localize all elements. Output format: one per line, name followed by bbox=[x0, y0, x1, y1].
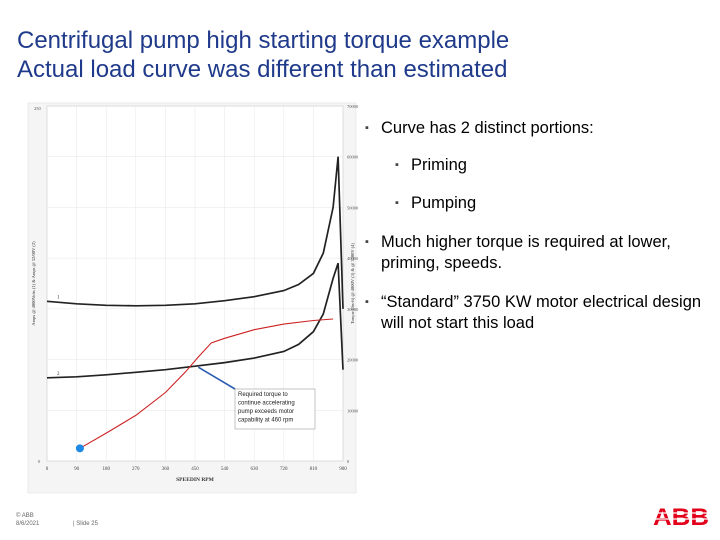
x-tick-label: 270 bbox=[132, 467, 140, 472]
y-left-tick-label: 250 bbox=[34, 106, 42, 111]
annotation-arrow bbox=[197, 366, 236, 390]
y-left-axis-label: Amps @ 4000Volts (1) & Amps @ 32/00V (2) bbox=[31, 241, 36, 326]
bullet-1-sub-1-text: Priming bbox=[411, 156, 467, 174]
title-line-1: Centrifugal pump high starting torque ex… bbox=[17, 27, 510, 54]
bullet-2: Much higher torque is required at lower,… bbox=[365, 232, 710, 274]
chart: 0 90 180 270 360 450 540 630 720 810 9000100002000… bbox=[27, 102, 359, 494]
series-line-2 bbox=[46, 262, 344, 379]
footer-left: © ABB 8/6/2021 bbox=[16, 512, 39, 528]
y-right-tick-label: 60000 bbox=[347, 155, 359, 160]
bullet-list: Curve has 2 distinct portions: Priming P… bbox=[365, 118, 710, 352]
y-right-axis-label: Torque (lbs-ft) @ 4000V (3) & @ 3200V (4… bbox=[350, 243, 355, 324]
footer-copyright: © ABB bbox=[16, 513, 34, 519]
annotation-box bbox=[234, 388, 316, 430]
bullet-2-text: Much higher torque is required at lower,… bbox=[381, 233, 671, 272]
svg-text:ABB: ABB bbox=[653, 505, 709, 529]
title-line-2: Actual load curve was different than est… bbox=[17, 56, 508, 83]
x-tick-label: 90 bbox=[74, 467, 80, 472]
y-right-tick-label: 0 bbox=[347, 459, 350, 464]
bullet-1-text: Curve has 2 distinct portions: bbox=[381, 119, 594, 137]
bullet-3: “Standard” 3750 KW motor electrical desi… bbox=[365, 292, 710, 334]
footer-date: 8/6/2021 bbox=[16, 521, 40, 527]
slide-title: Centrifugal pump high starting torque ex… bbox=[17, 26, 509, 84]
x-tick-label: 810 bbox=[310, 467, 318, 472]
y-right-tick-label: 10000 bbox=[347, 408, 359, 413]
series-label-2: 2 bbox=[57, 372, 60, 377]
y-right-tick-label: 70000 bbox=[347, 104, 359, 109]
y-right-tick-label: 50000 bbox=[347, 205, 359, 210]
x-tick-label: 630 bbox=[250, 467, 258, 472]
start-point-marker bbox=[75, 444, 84, 453]
bullet-1-sub-2-text: Pumping bbox=[411, 194, 477, 212]
y-left-tick-label: 0 bbox=[38, 459, 41, 464]
x-tick-label: 180 bbox=[102, 467, 110, 472]
x-tick-label: 360 bbox=[162, 467, 170, 472]
abb-logo-icon: ABB bbox=[653, 505, 711, 529]
x-tick-label: 450 bbox=[191, 467, 199, 472]
y-right-tick-label: 40000 bbox=[347, 256, 359, 261]
x-axis-label: SPEEDIN RPM bbox=[176, 477, 215, 483]
series-line-load bbox=[79, 318, 334, 449]
series-line-1 bbox=[46, 156, 344, 309]
y-right-tick-label: 30000 bbox=[347, 307, 359, 312]
bullet-3-text: “Standard” 3750 KW motor electrical desi… bbox=[381, 293, 702, 332]
annotation-text: Required torque to continue accelerating p… bbox=[238, 392, 295, 424]
bullet-1-sub-1: Priming bbox=[395, 155, 710, 176]
x-tick-label: 720 bbox=[280, 467, 288, 472]
series-label-1: 1 bbox=[57, 295, 60, 300]
bullet-1: Curve has 2 distinct portions: Priming P… bbox=[365, 118, 710, 214]
x-tick-label: 540 bbox=[221, 467, 229, 472]
bullet-1-sub-2: Pumping bbox=[395, 193, 710, 214]
y-right-tick-label: 20000 bbox=[347, 358, 359, 363]
x-tick-label: 900 bbox=[339, 467, 347, 472]
footer-slide-number: | Slide 25 bbox=[73, 521, 98, 527]
x-tick-label: 0 bbox=[46, 467, 49, 472]
